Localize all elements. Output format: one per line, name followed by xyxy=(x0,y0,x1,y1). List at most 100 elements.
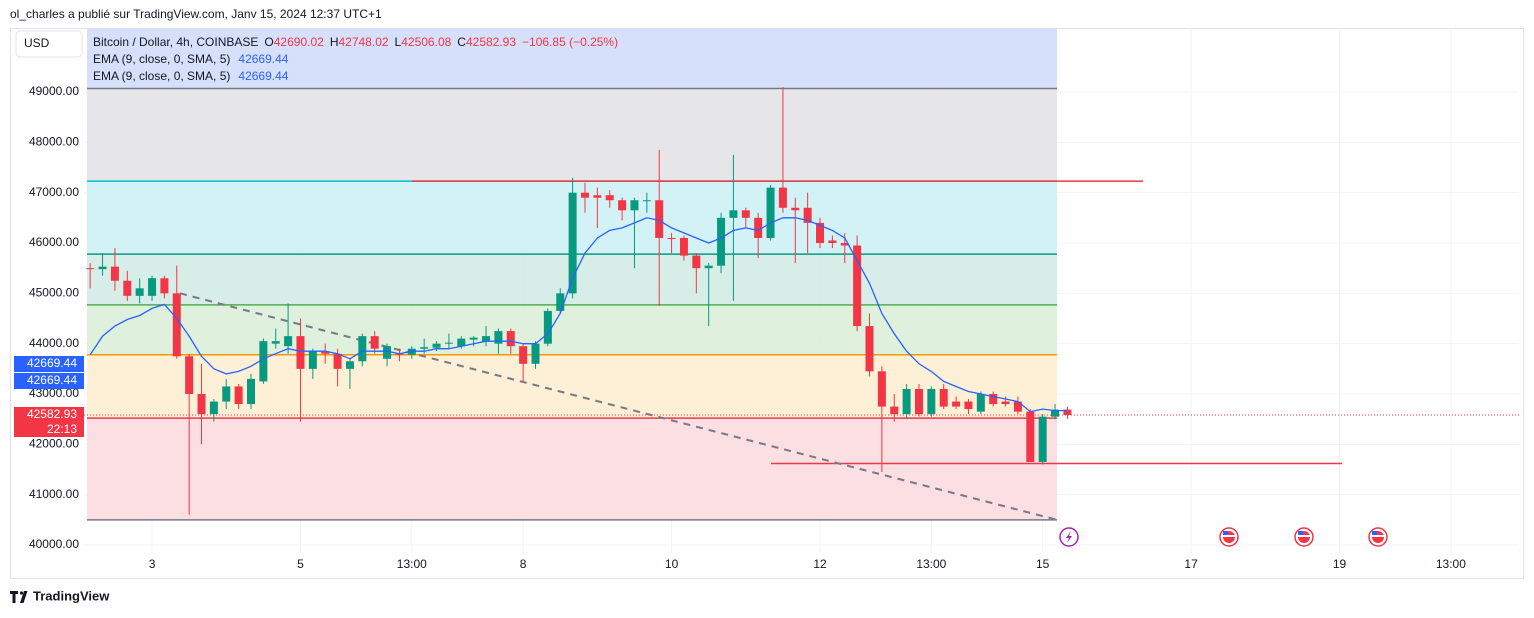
event-icon[interactable] xyxy=(1368,527,1388,547)
candle-body xyxy=(321,351,330,354)
candle-body xyxy=(148,278,157,296)
drawing-layer xyxy=(84,87,1519,521)
candle-body xyxy=(432,343,441,348)
candle-body xyxy=(271,341,280,344)
legend-indicator: EMA (9, close, 0, SMA, 5) 42669.44 xyxy=(93,69,289,83)
candle-body xyxy=(927,388,936,415)
candle-body xyxy=(444,342,453,344)
currency-label[interactable]: USD xyxy=(24,36,50,50)
y-tick-label: 45000.00 xyxy=(29,286,79,300)
candle-body xyxy=(964,401,973,410)
candle-body xyxy=(828,240,837,244)
candle-body xyxy=(902,388,911,415)
y-tick-label: 42000.00 xyxy=(29,437,79,451)
event-icon[interactable] xyxy=(1219,527,1239,547)
level-zone xyxy=(87,88,1057,182)
indicator-name: EMA (9, close, 0, SMA, 5) xyxy=(93,69,230,83)
candle-body xyxy=(976,394,985,412)
y-tick-label: 41000.00 xyxy=(29,487,79,501)
x-tick-label: 8 xyxy=(520,557,527,571)
candle-body xyxy=(580,192,589,198)
background-layer xyxy=(84,28,1519,553)
legend-key: H xyxy=(330,35,339,49)
legend-key: C xyxy=(457,35,466,49)
legend-main: Bitcoin / Dollar, 4h, COINBASE O42690.02 H… xyxy=(93,35,618,49)
candle-body xyxy=(494,331,503,344)
candle-body xyxy=(667,237,676,239)
candle-body xyxy=(358,336,367,362)
candle-body xyxy=(717,217,726,266)
candle-body xyxy=(469,337,478,340)
candle-body xyxy=(333,353,342,369)
candle-body xyxy=(556,293,565,311)
price-label-box xyxy=(14,406,84,437)
candle-body xyxy=(989,394,998,405)
indicator-name: EMA (9, close, 0, SMA, 5) xyxy=(93,52,230,66)
y-tick-label: 40000.00 xyxy=(29,537,79,551)
candle-body xyxy=(803,207,812,223)
candle-body xyxy=(692,255,701,269)
x-tick-label: 13:00 xyxy=(397,557,427,571)
level-zone xyxy=(87,418,1057,520)
trend-line xyxy=(179,292,1058,521)
candle-body xyxy=(890,406,899,415)
price-label-box xyxy=(14,372,84,389)
candle-body xyxy=(457,338,466,347)
candle-body xyxy=(605,195,614,201)
legend-key: O xyxy=(264,35,273,49)
legend-value: 42582.93 xyxy=(466,35,516,49)
series-layer xyxy=(86,86,1072,515)
candle-body xyxy=(519,346,528,364)
candle-body xyxy=(86,268,95,270)
candle-body xyxy=(1038,416,1047,462)
candle-body xyxy=(655,200,664,238)
legend-change: −106.85 (−0.25%) xyxy=(522,35,618,49)
candle-body xyxy=(1063,409,1072,415)
candle-body xyxy=(506,331,515,347)
x-tick-label: 15 xyxy=(1036,557,1050,571)
candle-body xyxy=(259,341,268,382)
legend-indicator: EMA (9, close, 0, SMA, 5) 42669.44 xyxy=(93,52,289,66)
x-tick-label: 5 xyxy=(297,557,304,571)
y-tick-label: 47000.00 xyxy=(29,185,79,199)
candle-body xyxy=(766,187,775,238)
x-tick-label: 12 xyxy=(813,557,827,571)
candle-body xyxy=(877,371,886,407)
x-tick-label: 10 xyxy=(665,557,679,571)
y-tick-label: 44000.00 xyxy=(29,336,79,350)
candle-body xyxy=(618,200,627,211)
candle-body xyxy=(284,336,293,347)
ema-line xyxy=(89,217,1068,413)
publish-header: ol_charles a publié sur TradingView.com,… xyxy=(10,7,382,21)
price-countdown: 22:13 xyxy=(47,422,77,436)
x-tick-label: 3 xyxy=(149,557,156,571)
candle-body xyxy=(345,361,354,369)
candle-body xyxy=(816,222,825,244)
legend-key: L xyxy=(395,35,402,49)
candle-body xyxy=(172,293,181,357)
x-tick-label: 13:00 xyxy=(916,557,946,571)
legend-value: 42506.08 xyxy=(401,35,451,49)
y-tick-label: 49000.00 xyxy=(29,84,79,98)
indicator-value: 42669.44 xyxy=(238,69,288,83)
x-tick-label: 17 xyxy=(1184,557,1198,571)
candle-body xyxy=(741,210,750,218)
event-icon[interactable] xyxy=(1059,527,1079,547)
candle-body xyxy=(865,326,874,372)
tradingview-logo xyxy=(10,591,28,603)
candle-body xyxy=(185,356,194,395)
candle-body xyxy=(383,346,392,359)
candle-body xyxy=(222,386,231,402)
event-icon[interactable] xyxy=(1294,527,1314,547)
candle-body xyxy=(1051,409,1060,417)
candle-body xyxy=(197,394,206,415)
candle-body xyxy=(729,210,738,218)
currency-button[interactable] xyxy=(15,30,83,58)
candle-body xyxy=(791,207,800,211)
price-label: 42582.93 xyxy=(27,407,77,421)
candle-body xyxy=(234,386,243,405)
candle-body xyxy=(754,217,763,238)
price-label: 42669.44 xyxy=(27,373,77,387)
candle-body xyxy=(296,336,305,369)
